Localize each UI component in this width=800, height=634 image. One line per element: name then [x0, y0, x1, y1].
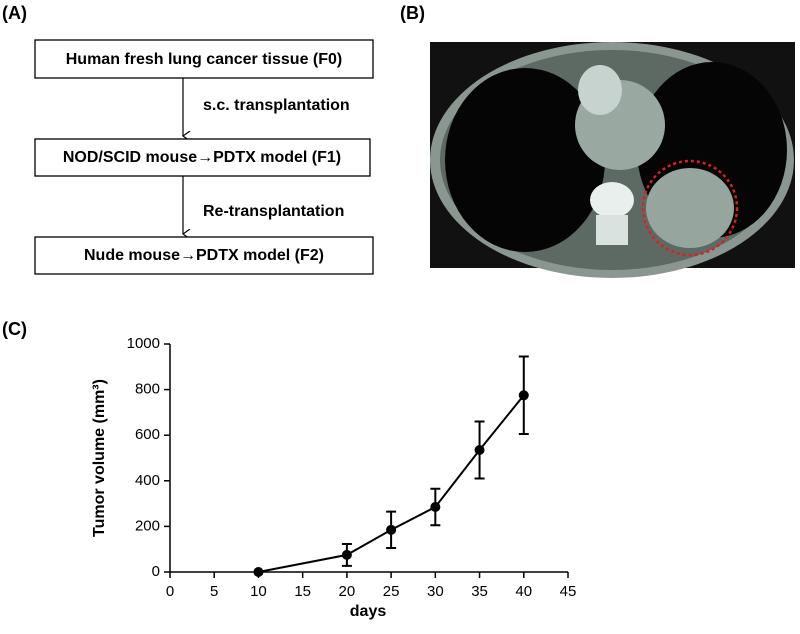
panel-label: (B): [400, 3, 425, 23]
flow-box-text: Human fresh lung cancer tissue (F0): [66, 51, 343, 68]
flow-box: [34, 236, 374, 275]
y-tick-label: 600: [135, 426, 160, 443]
y-tick-label: 1000: [127, 335, 160, 352]
x-tick-label: 5: [210, 583, 218, 600]
y-tick-label: 0: [152, 563, 160, 580]
data-point: [253, 567, 264, 577]
x-tick-label: 20: [339, 583, 356, 600]
flow-box: [34, 138, 371, 177]
flow-arrow-label: s.c. transplantation: [203, 97, 350, 114]
x-tick-label: 45: [560, 583, 577, 600]
flow-box: [34, 39, 374, 79]
x-tick-label: 40: [515, 583, 532, 600]
x-tick-label: 35: [471, 583, 488, 600]
x-tick-label: 10: [250, 583, 267, 600]
data-point: [386, 524, 397, 535]
y-axis-label: Tumor volume (mm³): [91, 379, 108, 537]
data-point: [474, 445, 485, 456]
flow-box-text: NOD/SCID mouse→PDTX model (F1): [63, 149, 341, 166]
data-line: [258, 394, 525, 573]
x-tick-label: 25: [383, 583, 400, 600]
flow-arrow-label: Re-transplantation: [203, 203, 344, 220]
data-point: [341, 549, 352, 560]
x-tick-label: 15: [294, 583, 311, 600]
x-tick-label: 0: [166, 583, 174, 600]
y-tick-label: 200: [135, 517, 160, 534]
flow-box-text: Nude mouse→PDTX model (F2): [84, 247, 324, 264]
y-tick-label: 800: [135, 381, 160, 398]
x-tick-label: 30: [427, 583, 444, 600]
data-point: [430, 502, 441, 513]
x-axis-label: days: [350, 603, 387, 620]
data-point: [518, 390, 529, 401]
ct-image: [430, 42, 795, 278]
y-tick-label: 400: [135, 472, 160, 489]
panel-label: (C): [2, 319, 27, 339]
panel-label: (A): [2, 3, 27, 23]
